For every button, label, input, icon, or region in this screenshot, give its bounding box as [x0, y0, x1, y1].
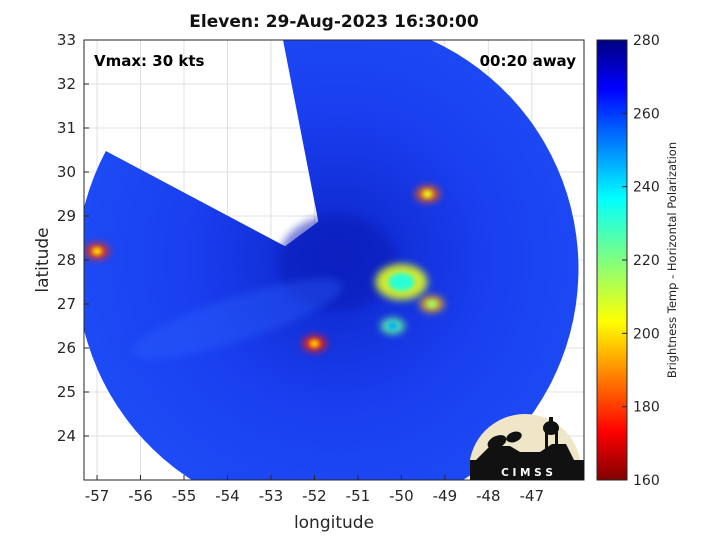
y-axis-label: latitude	[33, 227, 53, 292]
x-tick-label: -52	[302, 487, 327, 505]
colorbar-tick-label: 280	[633, 33, 660, 49]
y-tick-label: 26	[57, 339, 76, 357]
y-tick-label: 33	[57, 31, 76, 49]
feature-core	[426, 300, 437, 308]
colorbar-tick-label: 240	[633, 180, 660, 196]
y-tick-label: 30	[57, 163, 76, 181]
feature-core	[92, 247, 103, 256]
rainband-faint	[132, 278, 343, 359]
x-axis-label: longitude	[294, 513, 374, 533]
x-tick-label: -54	[215, 487, 240, 505]
vmax-annotation: Vmax: 30 kts	[94, 52, 205, 70]
y-axis-ticks: 24 25 26 27 28 29 30 31 32 33	[57, 31, 89, 445]
x-tick-label: -48	[476, 487, 501, 505]
cimss-logo: C I M S S	[470, 414, 584, 480]
x-tick-label: -51	[346, 487, 371, 505]
colorbar-tick-label: 220	[633, 253, 660, 269]
x-tick-label: -57	[85, 487, 110, 505]
colorbar-ticks: 160 180 200 220 240 260 280	[622, 33, 660, 489]
y-tick-label: 24	[57, 427, 76, 445]
x-tick-label: -55	[172, 487, 197, 505]
x-tick-label: -49	[433, 487, 458, 505]
brightness-temperature-swath	[84, 40, 579, 480]
x-tick-label: -56	[128, 487, 153, 505]
colorbar-label: Brightness Temp - Horizontal Polarizatio…	[665, 142, 679, 378]
feature-core	[422, 190, 433, 198]
feature-core	[387, 322, 398, 330]
y-tick-label: 25	[57, 383, 76, 401]
colorbar-tick-label: 160	[633, 473, 660, 489]
time-away-annotation: 00:20 away	[479, 52, 576, 70]
x-tick-label: -50	[389, 487, 414, 505]
feature-core	[388, 273, 415, 291]
colorbar-tick-label: 260	[633, 106, 660, 122]
colorbar-tick-label: 180	[633, 400, 660, 416]
y-tick-label: 28	[57, 251, 76, 269]
x-tick-label: -47	[520, 487, 545, 505]
y-tick-label: 29	[57, 207, 76, 225]
y-tick-label: 27	[57, 295, 76, 313]
chart-title: Eleven: 29-Aug-2023 16:30:00	[189, 12, 479, 32]
colorbar-tick-label: 200	[633, 326, 660, 342]
x-tick-label: -53	[259, 487, 284, 505]
y-tick-label: 31	[57, 119, 76, 137]
y-tick-label: 32	[57, 75, 76, 93]
x-axis-ticks: -57 -56 -55 -54 -53 -52 -51 -50 -49 -48 -47	[85, 475, 544, 505]
logo-text: C I M S S	[501, 467, 553, 479]
feature-core	[309, 339, 320, 348]
